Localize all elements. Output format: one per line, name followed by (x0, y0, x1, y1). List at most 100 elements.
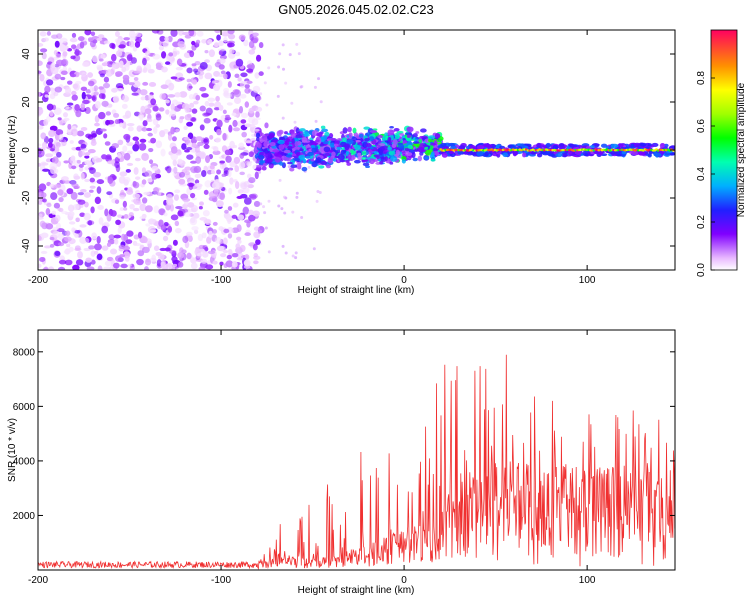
spectrogram-cell (324, 152, 331, 157)
spectrogram-cell (128, 82, 135, 86)
spectrogram-cell (225, 114, 230, 119)
spectrogram-cell (49, 125, 58, 132)
spectrogram-cell (208, 49, 215, 58)
spectrogram-cell (139, 89, 148, 96)
spectrogram-cell (255, 95, 262, 101)
spectrogram-cell (100, 128, 107, 132)
spectrogram-cell (212, 150, 221, 156)
spectrogram-cell (129, 203, 135, 210)
spectrogram-cell (57, 189, 64, 196)
spectrogram-cell (196, 252, 204, 257)
spectrogram-cell (178, 261, 184, 268)
spectrogram-cell (211, 80, 216, 84)
spectrogram-cell (38, 107, 44, 115)
spectrogram-cell (172, 159, 178, 167)
spectrogram-cell (248, 151, 255, 158)
spectrogram-cell (320, 160, 328, 166)
spectrogram-cell (137, 250, 145, 257)
spectrogram-cell (87, 148, 96, 154)
spectrogram-cell (600, 143, 608, 148)
spectrogram-cell (93, 243, 102, 251)
spectrogram-cell (224, 149, 232, 156)
spectrogram-cell (101, 154, 108, 160)
spectrogram-cell (91, 232, 98, 240)
spectrogram-cell (112, 95, 120, 104)
spectrogram-cell (321, 128, 329, 133)
spectrogram-cell (170, 153, 178, 161)
spectrogram-cell (38, 183, 47, 192)
spectrogram-cell (82, 99, 90, 105)
spectrogram-cell (252, 85, 261, 93)
spectrogram-cell (45, 223, 54, 230)
spectrogram-cell (199, 217, 208, 221)
spectrogram-cell (49, 236, 55, 241)
spectrogram-cell (186, 121, 194, 127)
spectrogram-cell (141, 127, 148, 132)
spectrogram-cell (190, 160, 197, 164)
spectrogram-cell (440, 142, 447, 147)
spectrogram-cell (147, 132, 153, 137)
spectrogram-cell (123, 37, 130, 41)
spectrogram-cell (364, 137, 370, 142)
spectrogram-cell (184, 114, 192, 121)
spectrogram-cell (419, 151, 424, 156)
spectrogram-cell (164, 99, 170, 104)
spectrogram-cell (238, 34, 246, 41)
spectrogram-cell (66, 243, 71, 248)
spectrogram-cell (132, 193, 141, 199)
spectrogram-cell (223, 228, 230, 234)
spectrogram-cell (212, 181, 220, 190)
spectrogram-cell (84, 151, 91, 156)
spectrogram-cell (441, 152, 448, 158)
spectrogram-cell (99, 40, 104, 45)
spectrogram-cell (287, 165, 291, 169)
spectrogram-cell (300, 215, 304, 219)
spectrogram-cell (46, 31, 51, 36)
spectrogram-cell (74, 103, 80, 112)
spectrogram-cell (38, 91, 41, 97)
spectrogram-cell (265, 103, 269, 107)
spectrogram-cell (390, 155, 398, 162)
spectrogram-cell (284, 251, 288, 255)
spectrogram-cell (50, 62, 56, 69)
spectrogram-cell (177, 40, 186, 47)
y-tick-label: 2000 (13, 511, 36, 522)
spectrogram-cell (203, 138, 209, 143)
spectrogram-cell (174, 92, 181, 98)
spectrogram-cell (53, 107, 62, 116)
spectrogram-cell (148, 81, 157, 87)
spectrogram-cell (201, 232, 207, 239)
spectrogram-cell (199, 86, 207, 92)
spectrogram-cell (320, 125, 326, 130)
spectrogram-cell (152, 105, 159, 112)
spectrogram-cell (51, 156, 59, 164)
spectrogram-cell (52, 230, 61, 238)
spectrogram-cell (169, 109, 177, 117)
spectrogram-cell (222, 249, 229, 254)
spectrogram-cell (175, 66, 183, 71)
spectrogram-cell (63, 160, 70, 164)
spectrogram-cell (50, 192, 58, 201)
spectrogram-cell (57, 117, 62, 121)
spectrogram-cell (156, 259, 162, 267)
spectrogram-cell (314, 139, 320, 143)
spectrogram-cell (161, 51, 167, 59)
spectrogram-cell (39, 31, 47, 37)
spectrogram-cell (239, 171, 245, 176)
spectrogram-cell (323, 135, 328, 141)
spectrogram-cell (432, 148, 437, 151)
spectrogram-cell (631, 150, 639, 156)
spectrogram-cell (85, 257, 93, 263)
spectrogram-cell (88, 167, 94, 171)
spectrogram-cell (126, 142, 134, 147)
spectrogram-cell (282, 195, 286, 199)
spectrogram-cell (295, 191, 299, 195)
spectrogram-cell (107, 119, 115, 125)
spectrogram-cell (161, 66, 168, 73)
spectrogram-cell (589, 145, 596, 148)
spectrogram-marks (38, 30, 675, 270)
y-tick-label: 6000 (13, 402, 36, 413)
spectrogram-cell (458, 145, 466, 150)
spectrogram-cell (215, 200, 224, 208)
